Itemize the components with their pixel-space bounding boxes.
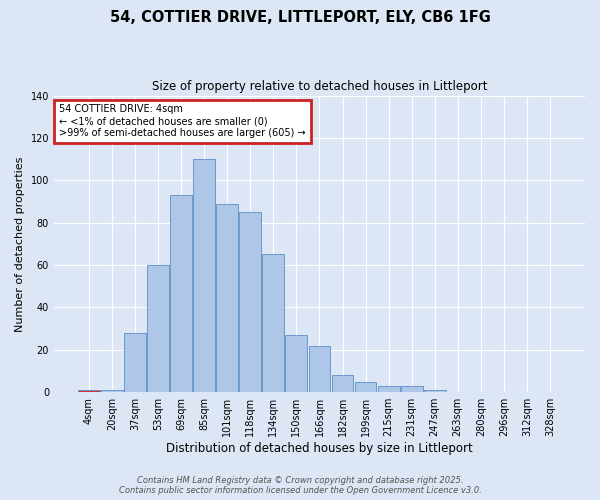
Bar <box>332 376 353 392</box>
Bar <box>217 204 238 392</box>
Y-axis label: Number of detached properties: Number of detached properties <box>15 156 25 332</box>
Text: 54, COTTIER DRIVE, LITTLEPORT, ELY, CB6 1FG: 54, COTTIER DRIVE, LITTLEPORT, ELY, CB6 … <box>110 10 490 25</box>
Bar <box>262 254 284 392</box>
Bar <box>424 390 446 392</box>
Bar <box>286 335 307 392</box>
Bar <box>308 346 331 392</box>
Text: 54 COTTIER DRIVE: 4sqm
← <1% of detached houses are smaller (0)
>99% of semi-det: 54 COTTIER DRIVE: 4sqm ← <1% of detached… <box>59 104 306 138</box>
Bar <box>124 333 146 392</box>
Bar <box>377 386 400 392</box>
Title: Size of property relative to detached houses in Littleport: Size of property relative to detached ho… <box>152 80 487 93</box>
Bar <box>78 390 100 392</box>
Text: Contains HM Land Registry data © Crown copyright and database right 2025.
Contai: Contains HM Land Registry data © Crown c… <box>119 476 481 495</box>
X-axis label: Distribution of detached houses by size in Littleport: Distribution of detached houses by size … <box>166 442 473 455</box>
Bar <box>239 212 261 392</box>
Bar <box>193 159 215 392</box>
Bar <box>355 382 376 392</box>
Bar <box>147 265 169 392</box>
Bar <box>101 390 123 392</box>
Bar <box>170 195 192 392</box>
Bar <box>401 386 422 392</box>
